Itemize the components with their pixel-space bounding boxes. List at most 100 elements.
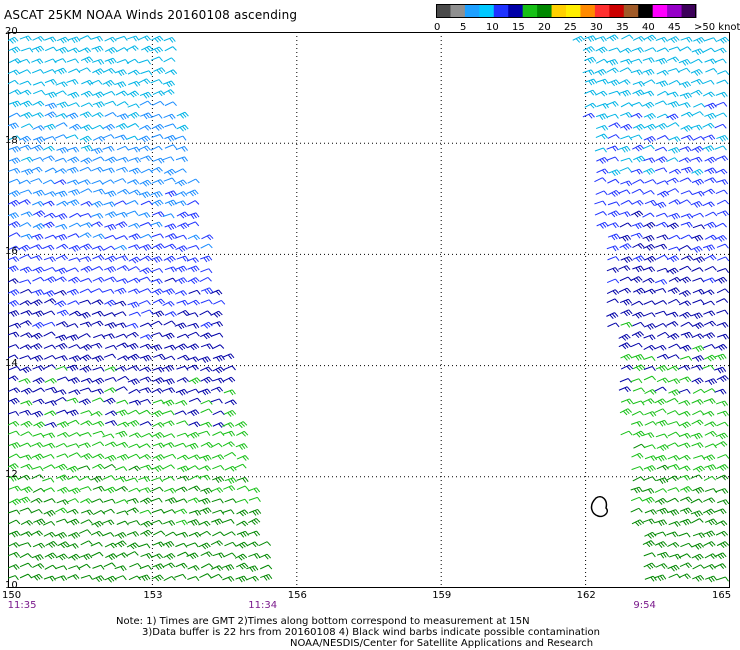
wind-barb	[80, 574, 93, 580]
wind-barb	[44, 102, 58, 110]
wind-barb	[643, 375, 657, 381]
wind-barb	[620, 430, 633, 436]
wind-barb	[162, 288, 176, 296]
wind-barb	[55, 365, 68, 371]
wind-barb	[19, 254, 32, 259]
wind-barb	[702, 145, 715, 153]
wind-barb	[654, 408, 667, 414]
wind-barb	[18, 496, 31, 504]
wind-barb	[104, 276, 117, 283]
wind-barb	[31, 554, 44, 561]
wind-barb	[630, 496, 644, 502]
wind-barb	[69, 123, 82, 131]
wind-barb	[606, 34, 619, 42]
wind-barb	[607, 256, 620, 261]
wind-barb	[115, 90, 128, 97]
wind-barb	[164, 344, 177, 351]
wind-barb	[200, 399, 213, 405]
wind-barb	[606, 312, 619, 320]
wind-barb	[91, 245, 104, 252]
wind-barb	[128, 256, 141, 264]
wind-barb	[643, 476, 657, 482]
wind-barb	[678, 67, 691, 73]
wind-barb	[655, 156, 668, 164]
wind-barb	[32, 276, 45, 282]
wind-barb	[690, 156, 703, 163]
wind-barb	[692, 410, 705, 416]
wind-barb	[668, 168, 682, 175]
wind-barb	[18, 135, 32, 143]
wind-barb	[630, 342, 643, 348]
wind-barb	[618, 189, 631, 195]
wind-barb	[91, 498, 104, 504]
wind-barb	[644, 179, 657, 184]
wind-barb	[654, 398, 667, 406]
wind-barb	[79, 343, 93, 351]
wind-barb	[189, 475, 202, 481]
wind-barb	[199, 310, 212, 316]
wind-barb	[632, 123, 646, 131]
wind-barb	[151, 486, 164, 492]
wind-barb	[174, 442, 187, 448]
wind-barb	[66, 166, 79, 174]
wind-barb	[32, 377, 45, 385]
wind-barb	[8, 178, 21, 184]
wind-barb	[140, 168, 154, 174]
wind-barb	[690, 364, 704, 371]
wind-barb	[632, 400, 645, 406]
wind-barb	[210, 310, 223, 318]
wind-barb	[42, 155, 55, 162]
wind-barb	[702, 122, 715, 129]
wind-barb	[55, 355, 68, 362]
wind-barb	[704, 37, 718, 43]
wind-barb	[80, 498, 93, 504]
wind-barb	[236, 430, 249, 437]
wind-barb	[126, 551, 139, 557]
wind-barb	[162, 332, 175, 340]
wind-barb	[582, 69, 595, 76]
wind-barb	[92, 101, 105, 108]
wind-barb	[620, 123, 633, 131]
wind-barb	[715, 343, 728, 351]
wind-barb	[79, 243, 93, 251]
wind-barb	[67, 419, 80, 425]
wind-barb	[128, 399, 142, 406]
wind-barb	[200, 343, 214, 350]
wind-barb	[186, 312, 199, 318]
wind-barb	[42, 221, 55, 229]
wind-barb	[656, 190, 670, 198]
wind-barb	[618, 342, 631, 350]
wind-barb	[715, 189, 728, 195]
wind-barb	[55, 81, 68, 88]
wind-barb	[80, 265, 93, 273]
wind-barb	[666, 157, 679, 162]
wind-barb	[631, 300, 644, 306]
wind-barb	[104, 266, 117, 273]
wind-barb	[115, 466, 128, 471]
wind-barb	[704, 421, 717, 428]
wind-barb	[607, 322, 620, 328]
wind-barb	[54, 289, 67, 296]
wind-barb	[20, 486, 33, 494]
wind-barb	[702, 47, 716, 53]
wind-barb	[714, 123, 727, 129]
wind-barb	[8, 575, 19, 581]
wind-barb	[68, 245, 81, 252]
wind-barb	[127, 520, 141, 526]
wind-barb	[128, 311, 141, 317]
wind-barb	[102, 179, 115, 185]
wind-barb	[596, 168, 609, 175]
wind-barb	[654, 497, 668, 505]
wind-barb	[33, 518, 46, 526]
wind-barb	[654, 146, 668, 152]
legend-tick-label: 35	[616, 22, 629, 33]
wind-barb	[54, 157, 67, 163]
wind-barb	[164, 223, 177, 231]
wind-barbs	[8, 34, 730, 583]
wind-barb	[704, 254, 717, 261]
wind-barb	[128, 575, 142, 581]
wind-barb	[186, 356, 200, 363]
wind-barb	[66, 79, 79, 85]
wind-barb	[102, 508, 115, 514]
wind-barb	[175, 146, 188, 152]
